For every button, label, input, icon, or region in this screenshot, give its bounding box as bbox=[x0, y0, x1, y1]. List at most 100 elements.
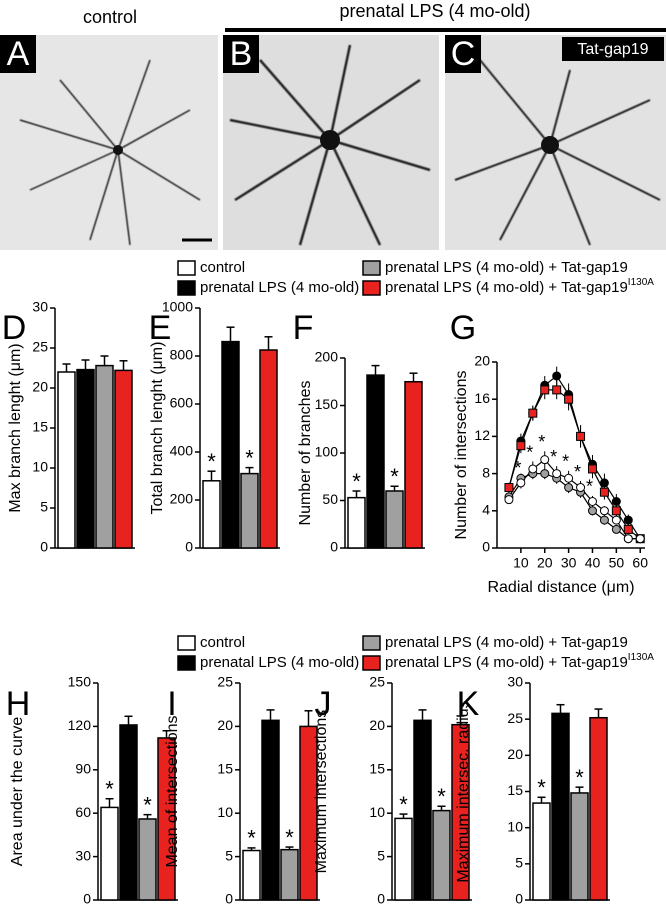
bar bbox=[259, 349, 278, 549]
y-tick-label: 150 bbox=[315, 396, 339, 412]
point bbox=[587, 497, 597, 506]
y-tick-label: 0 bbox=[40, 539, 48, 555]
bar bbox=[100, 806, 119, 901]
point bbox=[552, 385, 562, 395]
panel-label: H bbox=[6, 685, 31, 723]
cell-body bbox=[113, 145, 123, 155]
y-tick-label: 0 bbox=[225, 891, 233, 907]
y-tick-label: 12 bbox=[474, 427, 490, 443]
y-tick-label: 400 bbox=[170, 443, 194, 459]
legend-label: prenatal LPS (4 mo-old) + Tat-gap19 bbox=[385, 634, 628, 651]
bar bbox=[347, 496, 366, 549]
bar bbox=[299, 725, 318, 901]
panel-label-box bbox=[223, 35, 259, 73]
treatment-label: Tat-gap19 bbox=[577, 41, 648, 58]
bar bbox=[589, 716, 608, 901]
bar bbox=[240, 472, 259, 549]
point bbox=[576, 483, 586, 493]
bar bbox=[451, 723, 470, 901]
point bbox=[540, 455, 550, 465]
legend-swatch bbox=[362, 280, 381, 296]
legend-text: prenatal LPS (4 mo-old) + Tat-gap19 bbox=[385, 634, 628, 651]
panel-label: K bbox=[457, 685, 480, 723]
y-tick-label: 10 bbox=[507, 818, 523, 834]
point bbox=[611, 524, 621, 534]
y-tick-label: 200 bbox=[170, 491, 194, 507]
point bbox=[623, 524, 633, 534]
bar bbox=[413, 719, 432, 901]
bar bbox=[366, 374, 385, 549]
point bbox=[611, 497, 621, 506]
label-box bbox=[562, 37, 664, 61]
legend-swatch bbox=[177, 260, 196, 276]
group-label: prenatal LPS (4 mo-old) bbox=[339, 1, 530, 21]
point bbox=[611, 515, 621, 525]
y-tick-label: 20 bbox=[217, 717, 233, 733]
legend-swatch bbox=[177, 280, 196, 296]
x-tick-label: 50 bbox=[609, 555, 625, 571]
legend-text: prenatal LPS (4 mo-old) bbox=[200, 279, 359, 296]
legend-swatch bbox=[362, 260, 381, 276]
legend-text: prenatal LPS (4 mo-old) + Tat-gap19 bbox=[385, 279, 628, 296]
x-tick-label: 20 bbox=[537, 555, 553, 571]
y-tick-label: 1000 bbox=[162, 299, 193, 315]
bar bbox=[57, 371, 76, 549]
significance: * bbox=[514, 458, 521, 478]
bar bbox=[280, 848, 299, 901]
significance: * bbox=[537, 775, 546, 800]
panel-label: C bbox=[451, 35, 476, 73]
y-tick-label: 150 bbox=[68, 674, 92, 690]
significance: * bbox=[437, 784, 446, 809]
y-tick-label: 100 bbox=[315, 444, 339, 460]
panel-label: E bbox=[149, 309, 172, 347]
y-tick-label: 5 bbox=[515, 855, 523, 871]
significance: * bbox=[207, 449, 216, 474]
significance: * bbox=[247, 826, 256, 851]
panel-label: G bbox=[450, 309, 476, 347]
significance: * bbox=[538, 432, 545, 452]
legend-label: prenatal LPS (4 mo-old) + Tat-gap19I130A bbox=[385, 277, 654, 296]
bar bbox=[261, 719, 280, 901]
cell-body bbox=[541, 136, 559, 154]
y-tick-label: 15 bbox=[217, 761, 233, 777]
legend-label: control bbox=[200, 634, 245, 651]
y-axis-label: Total branch lenght (μm) bbox=[149, 342, 166, 515]
legend-text: prenatal LPS (4 mo-old) bbox=[200, 654, 359, 671]
significance: * bbox=[105, 777, 114, 802]
y-tick-label: 16 bbox=[474, 390, 490, 406]
significance: * bbox=[550, 447, 557, 467]
significance: * bbox=[526, 442, 533, 462]
legend-label: prenatal LPS (4 mo-old) bbox=[200, 279, 359, 296]
y-axis-label: Number of branches bbox=[297, 381, 314, 526]
significance: * bbox=[575, 765, 584, 790]
legend-label: prenatal LPS (4 mo-old) + Tat-gap19I130A bbox=[385, 652, 654, 671]
y-axis-label: Maximum intersec. radius bbox=[455, 700, 472, 882]
panel-label: I bbox=[167, 685, 176, 723]
point bbox=[504, 495, 514, 505]
y-tick-label: 800 bbox=[170, 347, 194, 363]
panel-label: D bbox=[2, 309, 27, 347]
point bbox=[599, 515, 609, 525]
point bbox=[635, 534, 645, 544]
y-tick-label: 10 bbox=[369, 804, 385, 820]
bar bbox=[95, 364, 114, 549]
y-tick-label: 20 bbox=[507, 746, 523, 762]
y-tick-label: 20 bbox=[474, 353, 490, 369]
point bbox=[504, 483, 514, 493]
legend-text: control bbox=[200, 259, 245, 276]
legend-swatch bbox=[177, 635, 196, 651]
y-tick-label: 5 bbox=[377, 847, 385, 863]
y-axis-label: Area under the curve bbox=[9, 717, 26, 867]
micrographs: A B C Tat-gap19 bbox=[0, 35, 666, 250]
significance: * bbox=[390, 464, 399, 489]
legend-label: control bbox=[200, 259, 245, 276]
y-tick-label: 25 bbox=[369, 674, 385, 690]
legend-text: control bbox=[200, 634, 245, 651]
bar bbox=[76, 368, 95, 549]
point bbox=[516, 441, 526, 451]
bar bbox=[404, 381, 423, 549]
y-tick-label: 0 bbox=[185, 539, 193, 555]
point bbox=[599, 506, 609, 516]
y-tick-label: 0 bbox=[83, 891, 91, 907]
